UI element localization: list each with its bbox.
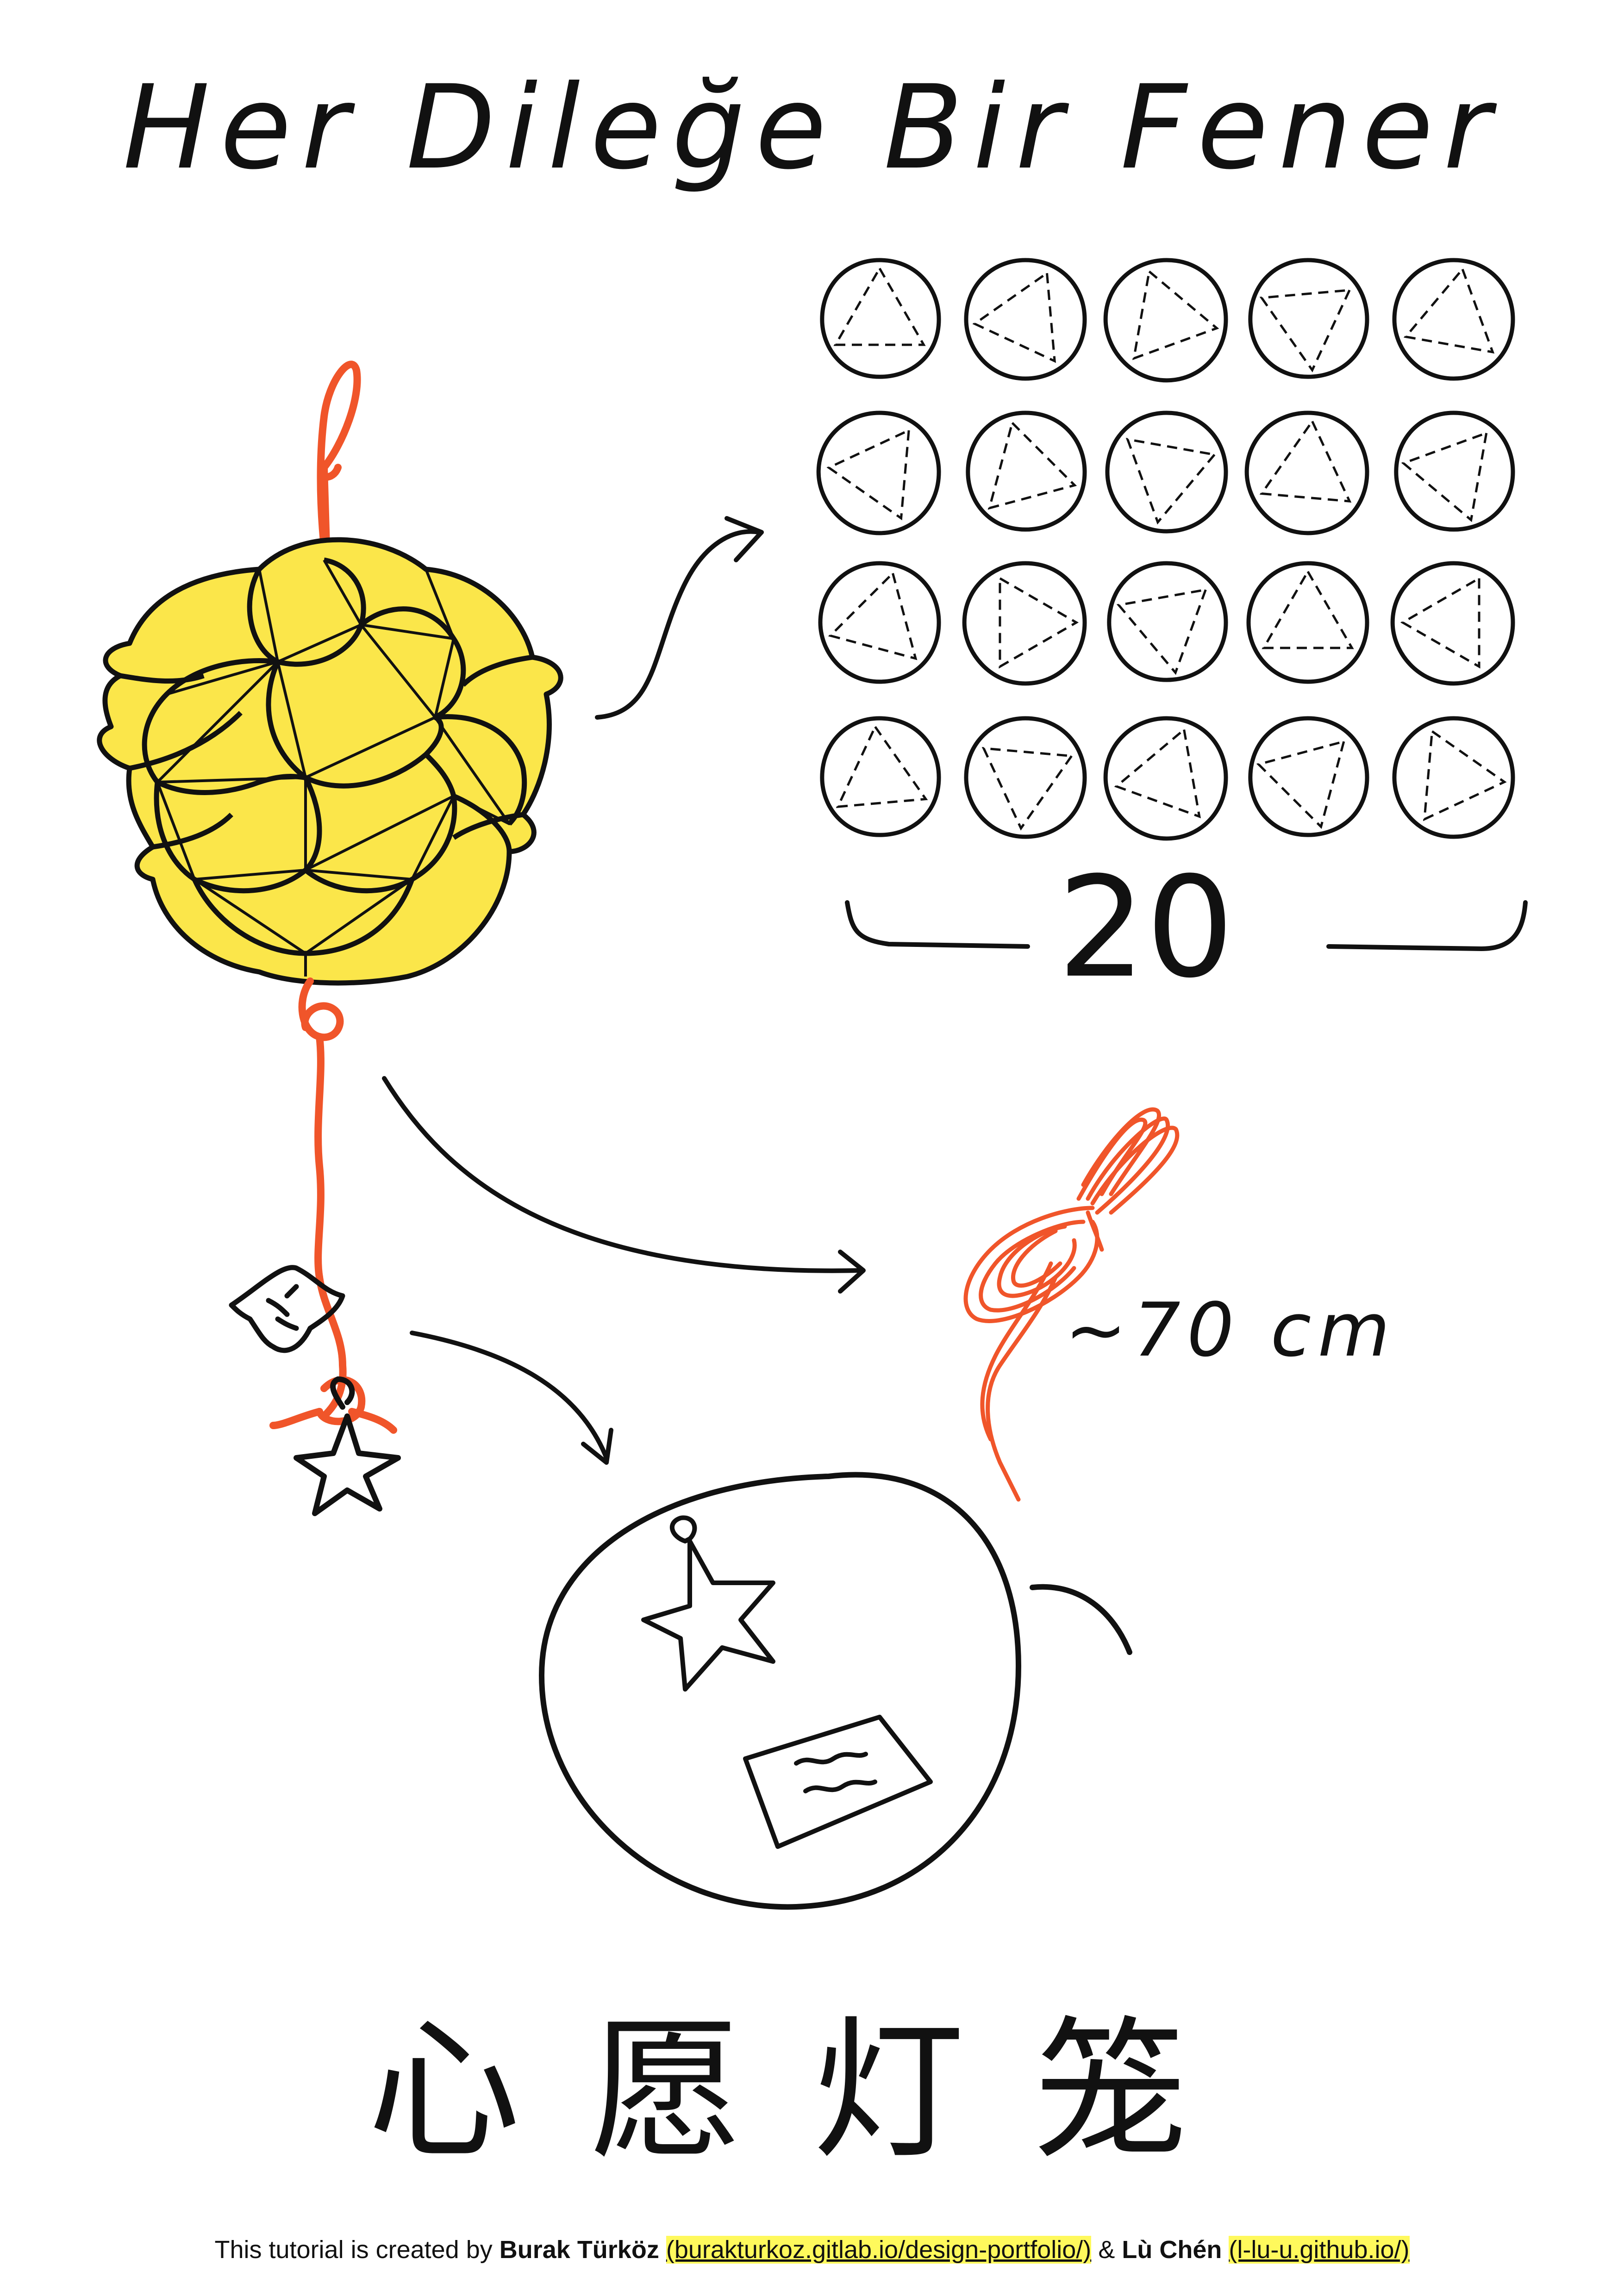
fold-triangle (1125, 438, 1217, 525)
paper-circle-piece (964, 258, 1087, 381)
paper-circle-piece (1248, 716, 1369, 837)
cord-length-label: ~70 cm (1065, 1287, 1397, 1373)
hanging-cord-bottom (269, 977, 397, 1434)
fold-triangle (836, 724, 928, 809)
detail-circle (539, 1472, 1132, 1910)
fold-triangle (1401, 431, 1488, 523)
credits-line: This tutorial is created by Burak Türköz… (0, 2235, 1624, 2264)
paper-circle-piece (1394, 411, 1515, 532)
page-title: Her Dileğe Bir Fener (123, 60, 1501, 195)
fold-triangle (1259, 419, 1352, 503)
fold-triangle (1400, 576, 1480, 669)
fold-triangle (972, 271, 1056, 363)
fold-triangle (981, 747, 1074, 831)
fold-triangle (1403, 267, 1495, 354)
fold-triangle (987, 420, 1077, 510)
paper-circle-piece (1244, 411, 1369, 535)
credits-intro: This tutorial is created by (214, 2236, 493, 2264)
paper-circle-piece (1392, 716, 1515, 839)
author-link-2[interactable]: (l-lu-u.github.io/) (1229, 2236, 1410, 2264)
paper-circle-piece (1103, 258, 1228, 383)
paper-circle-piece (1246, 561, 1369, 684)
paper-circle-piece (818, 561, 941, 684)
paper-circle-piece (966, 411, 1087, 532)
paper-circle-piece (1392, 258, 1515, 381)
fold-triangle (828, 571, 918, 660)
author-link-1[interactable]: (burakturkoz.gitlab.io/design-portfolio/… (666, 2236, 1092, 2264)
paper-circle-piece (820, 716, 941, 837)
paper-circle-piece (816, 411, 941, 535)
piece-count: 20 (1057, 847, 1234, 1008)
arrow-to-detail (410, 1331, 613, 1465)
arrow-to-pieces (595, 516, 764, 720)
fold-triangle (1114, 727, 1201, 819)
chinese-title: 心愿灯笼 (368, 2002, 1256, 2180)
wish-tag-icon (229, 1265, 345, 1353)
count-bracket (845, 900, 1528, 951)
star-charm-icon (294, 1376, 401, 1516)
credits-and: & (1098, 2236, 1115, 2264)
author-name-1: Burak Türköz (499, 2236, 659, 2264)
fold-triangle (833, 266, 926, 346)
fold-triangle (826, 428, 911, 521)
wish-note-icon (743, 1715, 933, 1849)
paper-circle-pieces-icon (816, 258, 1515, 841)
arrow-to-cord (382, 1076, 866, 1294)
paper-circle-piece (1105, 411, 1228, 534)
fold-triangle (1259, 288, 1352, 373)
coiled-cord-icon (963, 1107, 1180, 1502)
fold-triangle (1256, 740, 1346, 829)
fold-triangle (1262, 569, 1354, 649)
fold-triangle (1132, 269, 1219, 361)
fold-triangle (1116, 588, 1208, 675)
paper-circle-piece (1107, 561, 1228, 682)
paper-ball-lantern-icon (97, 537, 563, 986)
hanging-cord-top (317, 361, 361, 550)
paper-circle-piece (820, 258, 941, 379)
paper-circle-piece (962, 561, 1087, 686)
paper-circle-piece (964, 716, 1087, 839)
paper-circle-piece (1248, 258, 1369, 379)
star-charm-detail-icon (641, 1515, 775, 1692)
paper-circle-piece (1390, 561, 1515, 686)
fold-triangle (999, 576, 1079, 669)
paper-circle-piece (1103, 716, 1228, 841)
author-name-2: Lù Chén (1122, 2236, 1222, 2264)
fold-triangle (1423, 729, 1507, 821)
